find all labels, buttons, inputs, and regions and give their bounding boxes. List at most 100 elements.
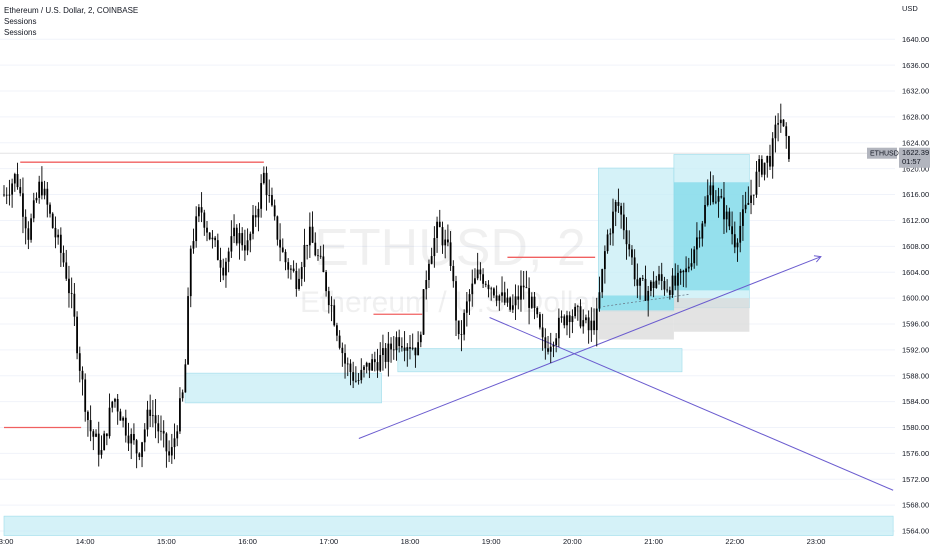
candle-body [520, 285, 522, 300]
candle-body [660, 274, 663, 282]
candle-body [16, 174, 19, 188]
candle-body [544, 337, 547, 349]
candle-body [81, 370, 84, 380]
candle-body [522, 285, 525, 288]
y-tick-label: 1636.00 [902, 61, 929, 70]
candle-body [706, 195, 709, 205]
price-axis[interactable]: USD 1564.00 1568.00 1572.00 1576.00 1580.00 1… [902, 4, 929, 536]
symbol-title[interactable]: Ethereum / U.S. Dollar, 2, COINBASE [4, 6, 139, 15]
candle-body [379, 355, 382, 371]
candle-body [547, 348, 549, 352]
candle-body [606, 234, 609, 252]
indicator-sessions-2[interactable]: Sessions [4, 28, 37, 37]
candle-body [571, 316, 574, 323]
candle-body [265, 172, 268, 196]
candle-body [696, 237, 698, 250]
candle-body [750, 195, 752, 203]
candle-body [57, 234, 60, 238]
candle-body [295, 271, 298, 290]
candle-body [300, 267, 303, 279]
candle-body [744, 204, 747, 210]
candle-body [658, 274, 660, 281]
candle-body [165, 433, 168, 452]
candle-body [444, 239, 447, 246]
candle-body [192, 241, 195, 249]
candle-body [49, 204, 51, 214]
candle-body [539, 314, 541, 328]
candle-body [752, 194, 755, 196]
candle-body [138, 453, 141, 457]
candle-body [574, 306, 577, 317]
y-tick-label: 1596.00 [902, 320, 929, 329]
candle-body [179, 398, 181, 432]
candle-body [354, 380, 357, 382]
candle-body [51, 213, 54, 228]
candle-body [133, 434, 135, 441]
candle-body [633, 257, 636, 280]
candle-body [38, 181, 41, 198]
candle-body [262, 172, 265, 184]
candle-body [308, 226, 311, 246]
candle-body [463, 312, 466, 335]
candle-body [181, 392, 184, 399]
candle-body [409, 347, 411, 349]
indicator-sessions-1[interactable]: Sessions [4, 17, 37, 26]
candle-body [35, 197, 38, 201]
candle-body [774, 124, 777, 139]
candle-body [40, 181, 43, 196]
candle-body [671, 275, 674, 295]
candle-body [103, 433, 106, 451]
candle-body [303, 244, 306, 268]
candle-body [184, 364, 187, 393]
candle-body [8, 194, 11, 196]
price-tag-box [899, 147, 930, 168]
candle-body [620, 205, 623, 215]
candle-body [241, 233, 244, 246]
candle-body [3, 194, 5, 196]
candle-body [59, 234, 62, 253]
candle-body [747, 202, 750, 205]
level-lines[interactable] [4, 161, 596, 429]
candle-body [13, 174, 16, 184]
y-tick-label: 1576.00 [902, 449, 929, 458]
y-tick-label: 1608.00 [902, 242, 929, 251]
trend-lines[interactable] [358, 255, 894, 491]
candle-body [682, 270, 685, 273]
candle-body [108, 407, 111, 437]
candle-body [441, 227, 444, 246]
candle-body [384, 348, 387, 362]
candle-body [674, 275, 677, 286]
candle-body [206, 227, 208, 233]
candle-body [130, 434, 133, 444]
candle-body [68, 278, 70, 294]
candle-body [382, 348, 384, 356]
candle-body [387, 343, 390, 362]
candle-body [357, 380, 360, 381]
candle-body [717, 196, 720, 202]
candle-body [625, 230, 628, 245]
time-axis[interactable]: 13:00 14:00 15:00 16:00 17:00 18:00 19:00 20:00… [0, 537, 825, 546]
candle-body [631, 249, 633, 258]
candle-body [127, 435, 130, 444]
y-tick-label: 1628.00 [902, 113, 929, 122]
candle-body [436, 221, 438, 239]
candle-body [712, 185, 715, 203]
x-tick-label: 13:00 [0, 537, 13, 546]
candle-body [349, 363, 352, 373]
candle-body [628, 244, 631, 250]
candle-body [341, 347, 344, 354]
candle-body [5, 194, 8, 196]
candle-body [514, 296, 517, 306]
candle-body [474, 278, 476, 284]
y-tick-label: 1604.00 [902, 268, 929, 277]
candle-body [595, 308, 598, 331]
candle-body [430, 256, 433, 264]
dashed-projection-line [603, 293, 691, 307]
candle-body [555, 338, 558, 346]
x-tick-label: 16:00 [238, 537, 257, 546]
candle-body [338, 335, 341, 348]
candle-body [344, 353, 346, 364]
candle-body [306, 244, 309, 246]
candle-body [511, 305, 514, 310]
